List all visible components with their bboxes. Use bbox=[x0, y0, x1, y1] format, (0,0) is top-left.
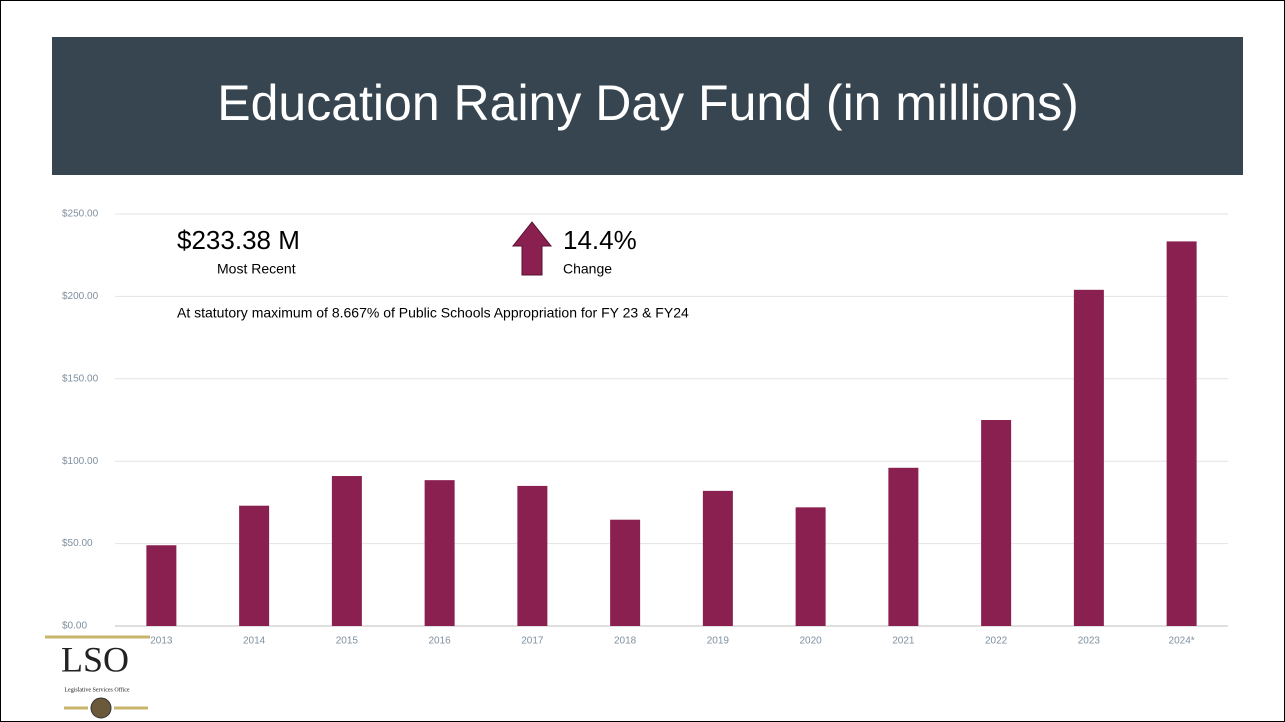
logo-subtitle: Legislative Services Office bbox=[64, 686, 130, 693]
x-tick-label: 2020 bbox=[800, 636, 823, 647]
logo-seal bbox=[90, 697, 112, 719]
bar bbox=[424, 480, 455, 626]
x-tick-label: 2021 bbox=[892, 636, 915, 647]
x-tick-label: 2013 bbox=[150, 636, 173, 647]
x-tick-label: 2016 bbox=[429, 636, 452, 647]
x-tick-label: 2018 bbox=[614, 636, 637, 647]
y-tick-label: $200.00 bbox=[62, 291, 99, 302]
bar bbox=[331, 476, 362, 626]
logo: LSO Legislative Services Office bbox=[45, 635, 150, 719]
header-band bbox=[52, 37, 1243, 175]
x-tick-label: 2022 bbox=[985, 636, 1008, 647]
amount-caption: Most Recent bbox=[217, 261, 296, 277]
bar bbox=[1166, 241, 1197, 626]
up-arrow bbox=[511, 221, 553, 276]
y-tick-label: $150.00 bbox=[62, 373, 99, 384]
bar bbox=[1073, 289, 1104, 626]
change-caption: Change bbox=[563, 261, 612, 277]
bar bbox=[981, 420, 1012, 626]
y-tick-label: $100.00 bbox=[62, 456, 99, 467]
bar bbox=[795, 507, 826, 626]
bar bbox=[888, 467, 919, 626]
chart-title: Education Rainy Day Fund (in millions) bbox=[217, 75, 1078, 131]
y-tick-label: $0.00 bbox=[62, 621, 87, 632]
x-tick-label: 2023 bbox=[1078, 636, 1101, 647]
x-tick-label: 2017 bbox=[521, 636, 544, 647]
bar bbox=[702, 490, 733, 626]
change: 14.4% bbox=[563, 225, 637, 255]
y-tick-label: $50.00 bbox=[62, 538, 93, 549]
x-tick-label: 2014 bbox=[243, 636, 266, 647]
bar bbox=[610, 519, 641, 626]
bar bbox=[517, 485, 548, 626]
note: At statutory maximum of 8.667% of Public… bbox=[177, 305, 689, 321]
x-tick-label: 2015 bbox=[336, 636, 359, 647]
y-tick-label: $250.00 bbox=[62, 209, 99, 220]
bar bbox=[146, 545, 177, 626]
amount: $233.38 M bbox=[177, 225, 300, 255]
logo-name: LSO bbox=[61, 639, 129, 679]
x-tick-label: 2019 bbox=[707, 636, 730, 647]
bar bbox=[239, 505, 270, 626]
x-tick-label: 2024* bbox=[1169, 636, 1195, 647]
